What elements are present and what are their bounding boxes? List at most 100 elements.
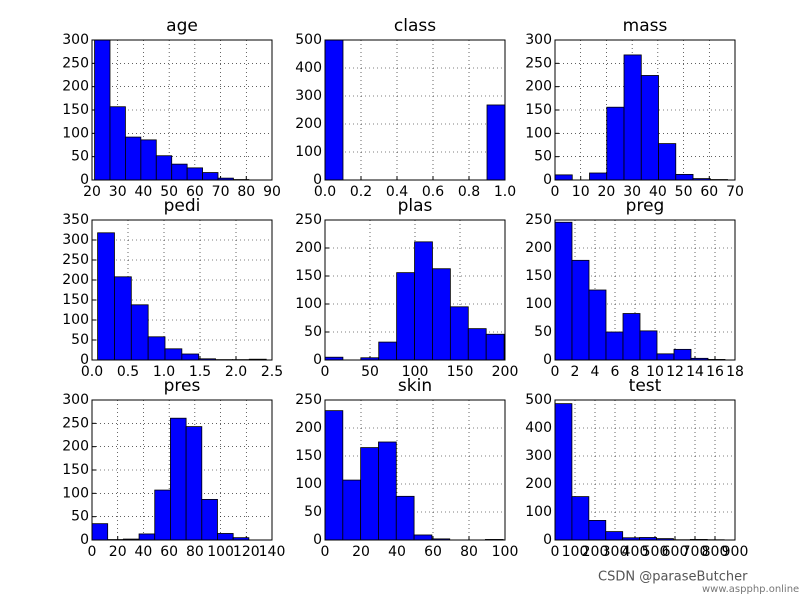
y-tick-label: 150 [62, 102, 89, 118]
x-tick-label: 50 [675, 184, 693, 200]
y-tick-label: 250 [525, 55, 552, 71]
x-tick-label: 90 [263, 184, 281, 200]
y-tick-label: 250 [295, 212, 322, 228]
x-tick-label: 0.5 [117, 364, 139, 380]
axes-frame [554, 399, 736, 541]
y-tick-label: 50 [71, 149, 89, 165]
histogram-bar [623, 54, 642, 181]
subplot-title: pedi [164, 196, 201, 216]
y-tick-label: 300 [525, 448, 552, 464]
y-tick-label: 300 [525, 32, 552, 48]
y-tick-label: 300 [62, 392, 89, 408]
x-tick-label: 70 [726, 184, 744, 200]
x-tick-label: 16 [706, 364, 724, 380]
subplot: 0 50 100 150 200 250 0 50 100 150 200 plas [295, 196, 518, 380]
histogram-bar [97, 232, 115, 361]
histogram-bar [202, 172, 219, 181]
x-tick-label: 20 [352, 544, 370, 560]
y-tick-label: 100 [62, 312, 89, 328]
y-tick-label: 50 [534, 149, 552, 165]
y-tick-label: 50 [71, 332, 89, 348]
x-tick-label: 0 [321, 364, 330, 380]
histogram-bar [658, 143, 677, 181]
subplot-title: pres [164, 376, 201, 396]
histogram-bar [217, 533, 234, 541]
histogram-bar [114, 276, 132, 361]
y-tick-label: 200 [525, 79, 552, 95]
y-tick-label: 200 [295, 116, 322, 132]
subplot: 0 50 100 150 200 250 0 20 40 60 80 100 skin [295, 376, 518, 560]
x-tick-label: 6 [611, 364, 620, 380]
y-tick-label: 0 [80, 172, 89, 188]
x-tick-label: 0.6 [422, 184, 444, 200]
histogram-bar [181, 353, 200, 361]
x-tick-label: 100 [492, 544, 519, 560]
histogram-bar [185, 426, 203, 541]
histogram-bar [554, 221, 573, 361]
y-tick-label: 150 [62, 292, 89, 308]
y-tick-label: 250 [62, 252, 89, 268]
y-tick-label: 0 [313, 532, 322, 548]
histogram-bar [675, 173, 694, 181]
histogram-bar [588, 520, 607, 541]
x-tick-label: 100 [402, 364, 429, 380]
histogram-bar [360, 447, 379, 541]
x-tick-label: 18 [726, 364, 744, 380]
x-tick-label: 0.2 [350, 184, 372, 200]
subplot-title: plas [398, 196, 433, 216]
x-tick-label: 10 [646, 364, 664, 380]
x-tick-label: 60 [186, 184, 204, 200]
subplot-title: class [394, 16, 436, 36]
histogram-bar [147, 336, 166, 361]
watermark-site: www.aspphp.online [702, 584, 799, 595]
histogram-bar [588, 289, 607, 361]
histogram-bar [571, 496, 590, 541]
y-tick-label: 500 [525, 392, 552, 408]
x-tick-label: 0.0 [81, 364, 103, 380]
y-tick-label: 200 [525, 240, 552, 256]
histogram-bar [324, 410, 344, 541]
y-tick-label: 100 [62, 125, 89, 141]
x-tick-label: 0 [551, 184, 560, 200]
histogram-bar [94, 39, 111, 181]
x-tick-label: 0.0 [314, 184, 336, 200]
x-tick-label: 0.4 [386, 184, 408, 200]
y-tick-label: 200 [62, 439, 89, 455]
x-tick-label: 140 [259, 544, 286, 560]
x-tick-label: 80 [460, 544, 478, 560]
histogram-bar [378, 441, 397, 541]
x-tick-label: 80 [237, 184, 255, 200]
x-tick-label: 14 [686, 364, 704, 380]
x-tick-label: 150 [447, 364, 474, 380]
x-tick-label: 900 [722, 544, 749, 560]
x-tick-label: 10 [572, 184, 590, 200]
y-tick-label: 0 [543, 532, 552, 548]
x-tick-label: 8 [631, 364, 640, 380]
x-tick-label: 50 [361, 364, 379, 380]
subplot: 0 100 200 300 400 500 0.0 0.2 0.4 0.6 0.8 1.0 class [295, 16, 516, 200]
x-tick-label: 4 [591, 364, 600, 380]
x-tick-label: 40 [388, 544, 406, 560]
y-tick-label: 200 [295, 240, 322, 256]
histogram-bar [170, 417, 187, 541]
x-tick-label: 40 [135, 544, 153, 560]
x-tick-label: 800 [702, 544, 729, 560]
y-tick-label: 300 [295, 88, 322, 104]
x-tick-label: 0.8 [458, 184, 480, 200]
y-tick-label: 200 [62, 79, 89, 95]
histogram-bar [467, 328, 487, 361]
x-tick-label: 20 [83, 184, 101, 200]
x-tick-label: 700 [682, 544, 709, 560]
x-tick-label: 1.0 [494, 184, 516, 200]
x-tick-label: 0 [321, 544, 330, 560]
y-tick-label: 200 [62, 272, 89, 288]
x-tick-label: 100 [562, 544, 589, 560]
histogram-bar [640, 75, 659, 181]
histogram-bar [109, 106, 126, 181]
histogram-bar [414, 241, 433, 361]
subplot: 0 50 100 150 200 250 300 350 0.0 0.5 1.0 1.5 2.0 2.5 p… [62, 196, 283, 380]
y-tick-label: 50 [534, 324, 552, 340]
x-tick-label: 300 [602, 544, 629, 560]
